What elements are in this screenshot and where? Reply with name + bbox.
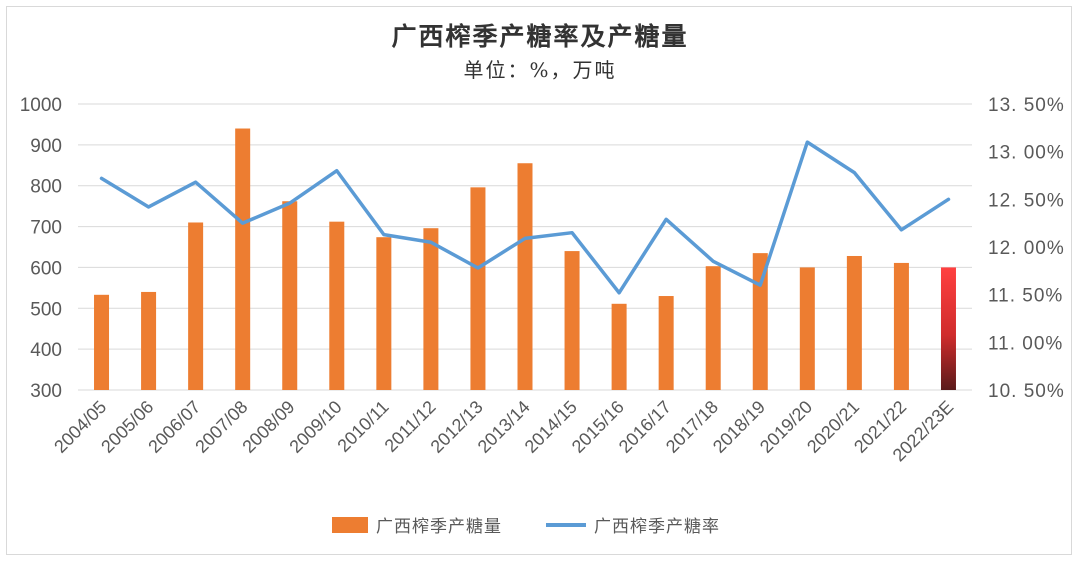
line-point [947,198,949,200]
legend-bar-label: 广西榨季产糖量 [376,517,502,537]
bar [611,303,627,390]
bar [423,228,439,390]
y-left-tick-label: 500 [30,299,62,320]
y-left-tick-label: 900 [30,136,62,157]
y-left-tick-label: 400 [30,340,62,361]
y-right-tick-label: 10. 50% [988,381,1065,402]
bar [940,267,956,390]
line-point [148,206,150,208]
chart-subtitle: 单位：%，万吨 [463,58,616,82]
bar [893,262,909,390]
bar [846,255,862,390]
bar [329,221,345,390]
line-point [853,172,855,174]
line-point [665,218,667,220]
y-right-tick-label: 13. 50% [988,95,1065,116]
line-point [618,292,620,294]
y-axis-right: 10. 50% 11. 00% 11. 50% 12. 00% 12. 50% 13. 0… [988,95,1065,402]
y-axis-left: 300 400 500 600 700 800 900 1000 [20,95,62,402]
x-tick-label: 2009/10 [285,397,345,457]
bar [705,266,721,390]
bar [658,296,674,390]
x-axis: 2004/052005/062006/072007/082008/092009/… [50,397,957,466]
legend-line-label: 广西榨季产糖率 [594,517,720,537]
y-right-tick-label: 13. 00% [988,143,1065,164]
line-point [242,222,244,224]
line-point [806,141,808,143]
line-point [336,170,338,172]
bar [799,267,815,390]
y-left-tick-label: 1000 [20,95,62,116]
line-point [289,202,291,204]
y-left-tick-label: 800 [30,177,62,198]
x-tick-label: 2010/11 [333,397,392,456]
bar [282,201,298,390]
bar-series [94,128,956,390]
line-point [195,181,197,183]
bar [752,253,768,390]
legend-bar-swatch [332,517,368,533]
legend: 广西榨季产糖量 广西榨季产糖率 [332,517,720,537]
line-point [712,260,714,262]
chart-title: 广西榨季产糖率及产糖量 [391,22,688,51]
line-point [477,267,479,269]
bar [564,251,580,390]
y-left-tick-label: 600 [30,258,62,279]
y-right-tick-label: 12. 50% [988,190,1065,211]
line-point [524,237,526,239]
y-right-tick-label: 11. 00% [988,333,1063,354]
line-point [430,241,432,243]
bar [141,291,157,390]
line-point [571,232,573,234]
y-left-tick-label: 300 [30,381,62,402]
bar [188,222,204,390]
y-right-tick-label: 11. 50% [988,286,1063,307]
line-point [383,234,385,236]
y-right-tick-label: 12. 00% [988,238,1065,259]
bar [470,187,486,390]
bar [517,163,533,390]
y-left-tick-label: 700 [30,218,62,239]
line-point [101,177,103,179]
line-point [759,284,761,286]
bar [235,128,251,390]
line-point [900,229,902,231]
bar [376,237,392,390]
bar [94,294,110,390]
line-series [99,140,951,295]
